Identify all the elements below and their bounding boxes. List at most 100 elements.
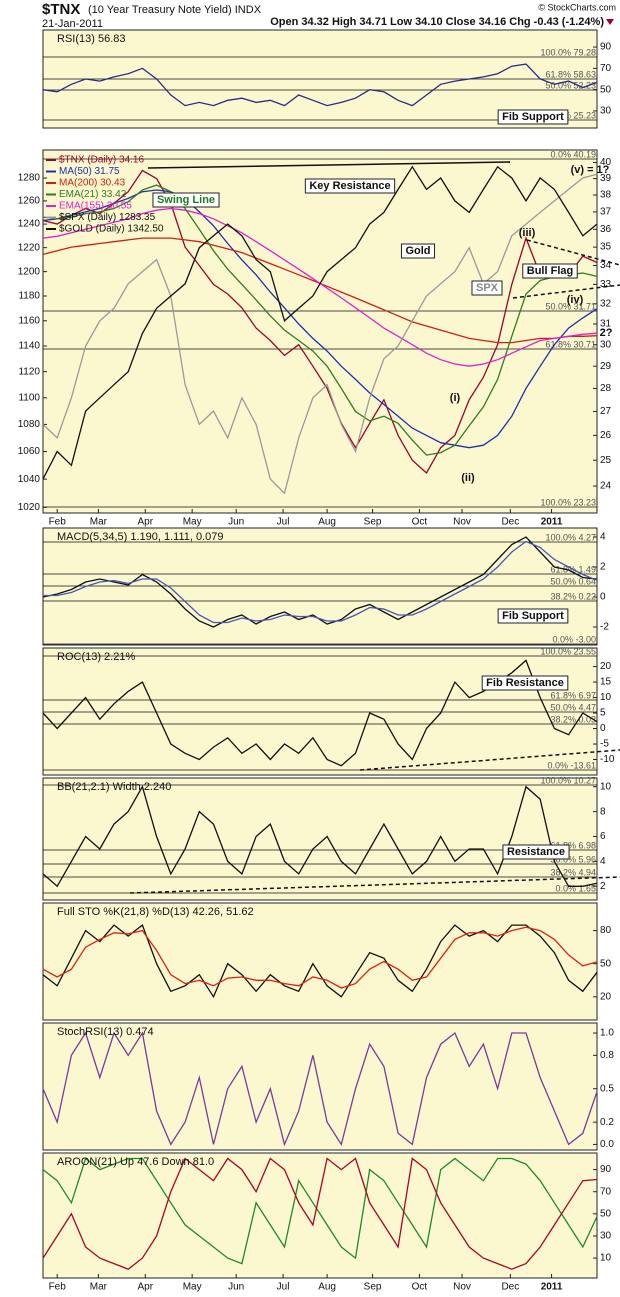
- annotation: Fib Support: [502, 111, 564, 123]
- y-tick-label: 39: [600, 173, 612, 184]
- x-tick-label: Jun: [228, 517, 244, 528]
- fib-label: 50.0% 5.96: [550, 854, 596, 864]
- y-tick-label: 50: [600, 84, 612, 95]
- trend-line: [129, 876, 620, 894]
- x-tick-label: Dec: [501, 1282, 519, 1293]
- annotation: (iv): [567, 294, 584, 306]
- y-tick-label: 32: [600, 298, 612, 309]
- panel: [42, 1152, 598, 1279]
- down-arrow: [606, 19, 614, 25]
- x-tick-label: Aug: [318, 517, 336, 528]
- annotation-box: [152, 192, 220, 208]
- y-tick-label: 30: [600, 339, 612, 350]
- series-line: [42, 165, 598, 480]
- y-tick-label: 2: [600, 562, 606, 573]
- date: 21-Jan-2011: [42, 18, 103, 30]
- y-tick-label: 10: [600, 781, 612, 792]
- annotation-box: [502, 844, 570, 860]
- y-tick-label: 29: [600, 361, 612, 372]
- y-tick-label: 8: [600, 806, 606, 817]
- y-tick-label: 2: [600, 881, 606, 892]
- y-tick-label: 80: [600, 925, 612, 936]
- annotation: Fib Resistance: [486, 677, 564, 689]
- annotation: (i): [450, 392, 461, 404]
- panel: [42, 527, 598, 646]
- annotation-box: [304, 178, 396, 194]
- y-tick-label: 37: [600, 207, 612, 218]
- fib-label: 0.0% 25.23: [550, 110, 596, 120]
- x-tick-label: Apr: [137, 1282, 153, 1293]
- series-line: [42, 536, 598, 628]
- y-tick-label: 1080: [18, 419, 41, 430]
- fib-label: 0.0% 1.65: [555, 883, 596, 893]
- series-line: [42, 1157, 598, 1270]
- panel: [42, 902, 598, 1021]
- y-tick-label: 1060: [18, 446, 41, 457]
- y-tick-label: 5: [600, 708, 606, 719]
- fib-label: 100.0% 4.27: [545, 532, 596, 542]
- y-tick-label: 25: [600, 455, 612, 466]
- y-tick-label: 0.5: [600, 1083, 614, 1094]
- y-tick-label: 90: [600, 1164, 612, 1175]
- y-tick-label: 35: [600, 242, 612, 253]
- annotation: SPX: [476, 282, 499, 294]
- y-tick-label: 1040: [18, 474, 41, 485]
- fib-label: 100.0% 23.23: [540, 497, 596, 507]
- series-line: [43, 540, 598, 624]
- trend-line: [359, 749, 620, 771]
- x-tick-label: Feb: [49, 1282, 67, 1293]
- y-tick-label: 26: [600, 430, 612, 441]
- annotation: (iii): [519, 227, 536, 239]
- trend-line: [512, 284, 620, 299]
- panel-title: BB(21,2.1) Width 2.240: [57, 781, 171, 793]
- annotation-box: [471, 280, 503, 296]
- y-tick-label: 90: [600, 42, 612, 53]
- credit: © StockCharts.com: [538, 2, 616, 12]
- x-tick-label: May: [183, 517, 202, 528]
- series-line: [42, 169, 598, 475]
- annotation: Fib Support: [502, 610, 564, 622]
- y-tick-label: 20: [600, 661, 612, 672]
- y-tick-label: 1120: [18, 366, 40, 377]
- y-tick-label: 33: [600, 279, 612, 290]
- y-tick-label: 1140: [18, 341, 40, 352]
- x-tick-label: Jul: [277, 517, 290, 528]
- x-tick-label: Aug: [318, 1282, 336, 1293]
- x-tick-label: Jul: [277, 1282, 290, 1293]
- y-tick-label: 38: [600, 190, 612, 201]
- fib-label: 0.0% -3.00: [552, 634, 596, 644]
- quote: Open 34.32 High 34.71 Low 34.10 Close 34…: [270, 16, 604, 28]
- legend-entry: MA(50) 31.75: [59, 166, 120, 177]
- x-tick-label: Jun: [228, 1282, 244, 1293]
- panel: [42, 647, 598, 776]
- annotation: Key Resistance: [309, 180, 390, 192]
- y-tick-label: 24: [600, 481, 612, 492]
- y-tick-label: -10: [600, 754, 615, 765]
- symbol-name: (10 Year Treasury Note Yield) INDX: [88, 4, 262, 16]
- annotation: Gold: [405, 245, 430, 257]
- y-tick-label: 27: [600, 406, 612, 417]
- legend-entry: EMA(155) 30.55: [59, 201, 132, 212]
- y-tick-label: 1160: [18, 315, 40, 326]
- series-line: [42, 184, 598, 456]
- series-line: [42, 926, 598, 989]
- x-tick-label: Mar: [90, 517, 108, 528]
- panel-title: Full STO %K(21,8) %D(13) 42.26, 51.62: [57, 906, 254, 918]
- y-tick-label: 0: [600, 592, 606, 603]
- y-tick-label: 10: [600, 1253, 612, 1264]
- x-tick-label: 2011: [541, 1282, 563, 1293]
- y-tick-label: 40: [600, 157, 612, 168]
- annotation-box: [400, 243, 436, 259]
- fib-label: 0.0% -13.61: [547, 760, 596, 770]
- y-tick-label: 4: [600, 856, 606, 867]
- y-tick-label: 1240: [18, 219, 41, 230]
- trend-line: [147, 161, 511, 169]
- y-tick-label: 34: [600, 260, 612, 271]
- x-tick-label: Sep: [364, 1282, 382, 1293]
- x-tick-label: Mar: [90, 1282, 108, 1293]
- panel-title: MACD(5,34,5) 1.190, 1.111, 0.079: [57, 531, 224, 543]
- x-tick-label: May: [183, 1282, 202, 1293]
- fib-label: 0.0% 40.19: [550, 149, 596, 159]
- fib-label: 61.8% 6.97: [550, 690, 596, 700]
